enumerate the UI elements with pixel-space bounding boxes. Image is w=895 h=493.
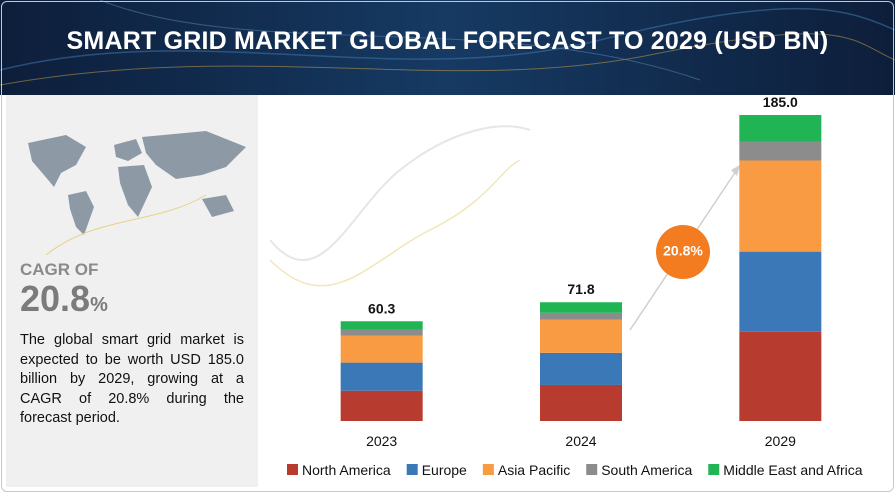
bar-segment [340, 335, 423, 363]
bar-segment [540, 352, 622, 385]
bar-segment [540, 384, 622, 421]
legend-swatch [287, 464, 298, 475]
bar-segment [739, 141, 822, 161]
bar-segment [739, 251, 822, 332]
cagr-bubble-label: 20.8% [663, 243, 703, 259]
bar-segment [340, 362, 423, 391]
cagr-number: 20.8 [20, 278, 91, 319]
world-map [28, 131, 246, 256]
legend-swatch [482, 464, 494, 475]
cagr-label: CAGR OF [20, 260, 99, 279]
x-tick-label: 2023 [366, 433, 397, 449]
legend-label: Asia Pacific [498, 462, 570, 478]
x-tick-label: 2029 [765, 433, 796, 449]
bar-segment [340, 390, 423, 421]
header-decoration [0, 0, 895, 86]
cagr-value: 20.8% [20, 278, 108, 320]
legend-label: Europe [422, 462, 467, 478]
legend-swatch [708, 464, 720, 475]
bar-segment [540, 302, 622, 313]
bar-segment [540, 312, 622, 320]
cagr-bubble [656, 225, 710, 279]
cagr-unit: % [90, 294, 108, 316]
bar-segment [739, 331, 822, 421]
legend-label: Middle East and Africa [723, 462, 863, 478]
bar-segment [739, 115, 822, 142]
growth-arrowhead [731, 165, 740, 176]
decoration-curve [269, 125, 531, 261]
total-label: 60.3 [368, 300, 395, 316]
legend-label: North America [302, 462, 391, 478]
bar-segment [340, 321, 423, 330]
total-label: 185.0 [763, 94, 798, 110]
bar-segment [540, 319, 622, 353]
legend-label: South America [601, 462, 692, 478]
sidebar: CAGR OF 20.8% The global smart grid mark… [6, 95, 258, 487]
header: SMART GRID MARKET GLOBAL FORECAST TO 202… [0, 0, 895, 95]
bar-segment [340, 329, 423, 336]
decoration-curve [269, 159, 521, 287]
total-label: 71.8 [567, 281, 594, 297]
bar-segment [739, 160, 822, 252]
title: SMART GRID MARKET GLOBAL FORECAST TO 202… [66, 27, 829, 55]
x-tick-label: 2024 [565, 433, 596, 449]
description: The global smart grid market is expected… [20, 332, 244, 426]
legend-swatch [586, 464, 598, 475]
legend-swatch [406, 464, 418, 475]
